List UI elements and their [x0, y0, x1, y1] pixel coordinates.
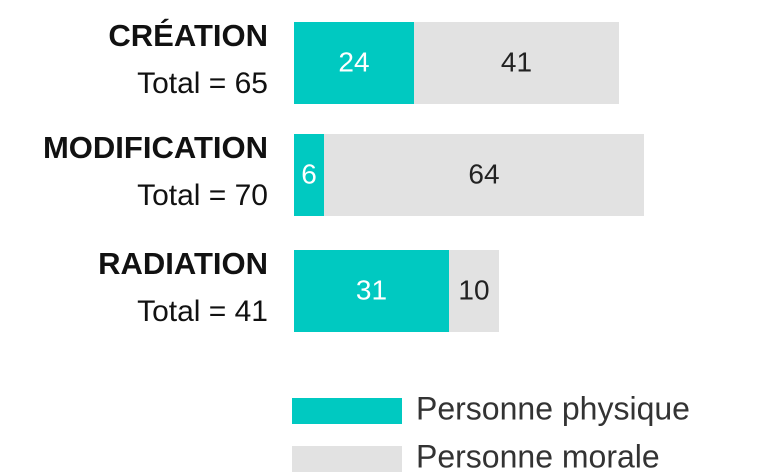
- category-label: MODIFICATION: [43, 130, 268, 165]
- category-label: RADIATION: [98, 246, 268, 281]
- category-total: Total = 41: [137, 295, 268, 328]
- bar-segment: [294, 134, 324, 216]
- bar-segment: [294, 250, 449, 332]
- category-total: Total = 70: [137, 179, 268, 212]
- value-label: 31: [356, 274, 387, 305]
- value-label: 6: [301, 158, 317, 189]
- bar-segment: [449, 250, 499, 332]
- legend-label: Personne morale: [416, 438, 660, 474]
- value-label: 41: [501, 46, 532, 77]
- legend-swatch: [292, 446, 402, 472]
- bar-segment: [294, 22, 414, 104]
- value-label: 24: [338, 46, 369, 77]
- value-label: 10: [458, 274, 489, 305]
- legend-label: Personne physique: [416, 390, 690, 426]
- legend-swatch: [292, 398, 402, 424]
- bar-segment: [324, 134, 644, 216]
- value-label: 64: [468, 158, 499, 189]
- bar-segment: [414, 22, 619, 104]
- category-label: CRÉATION: [108, 18, 268, 53]
- category-total: Total = 65: [137, 67, 268, 100]
